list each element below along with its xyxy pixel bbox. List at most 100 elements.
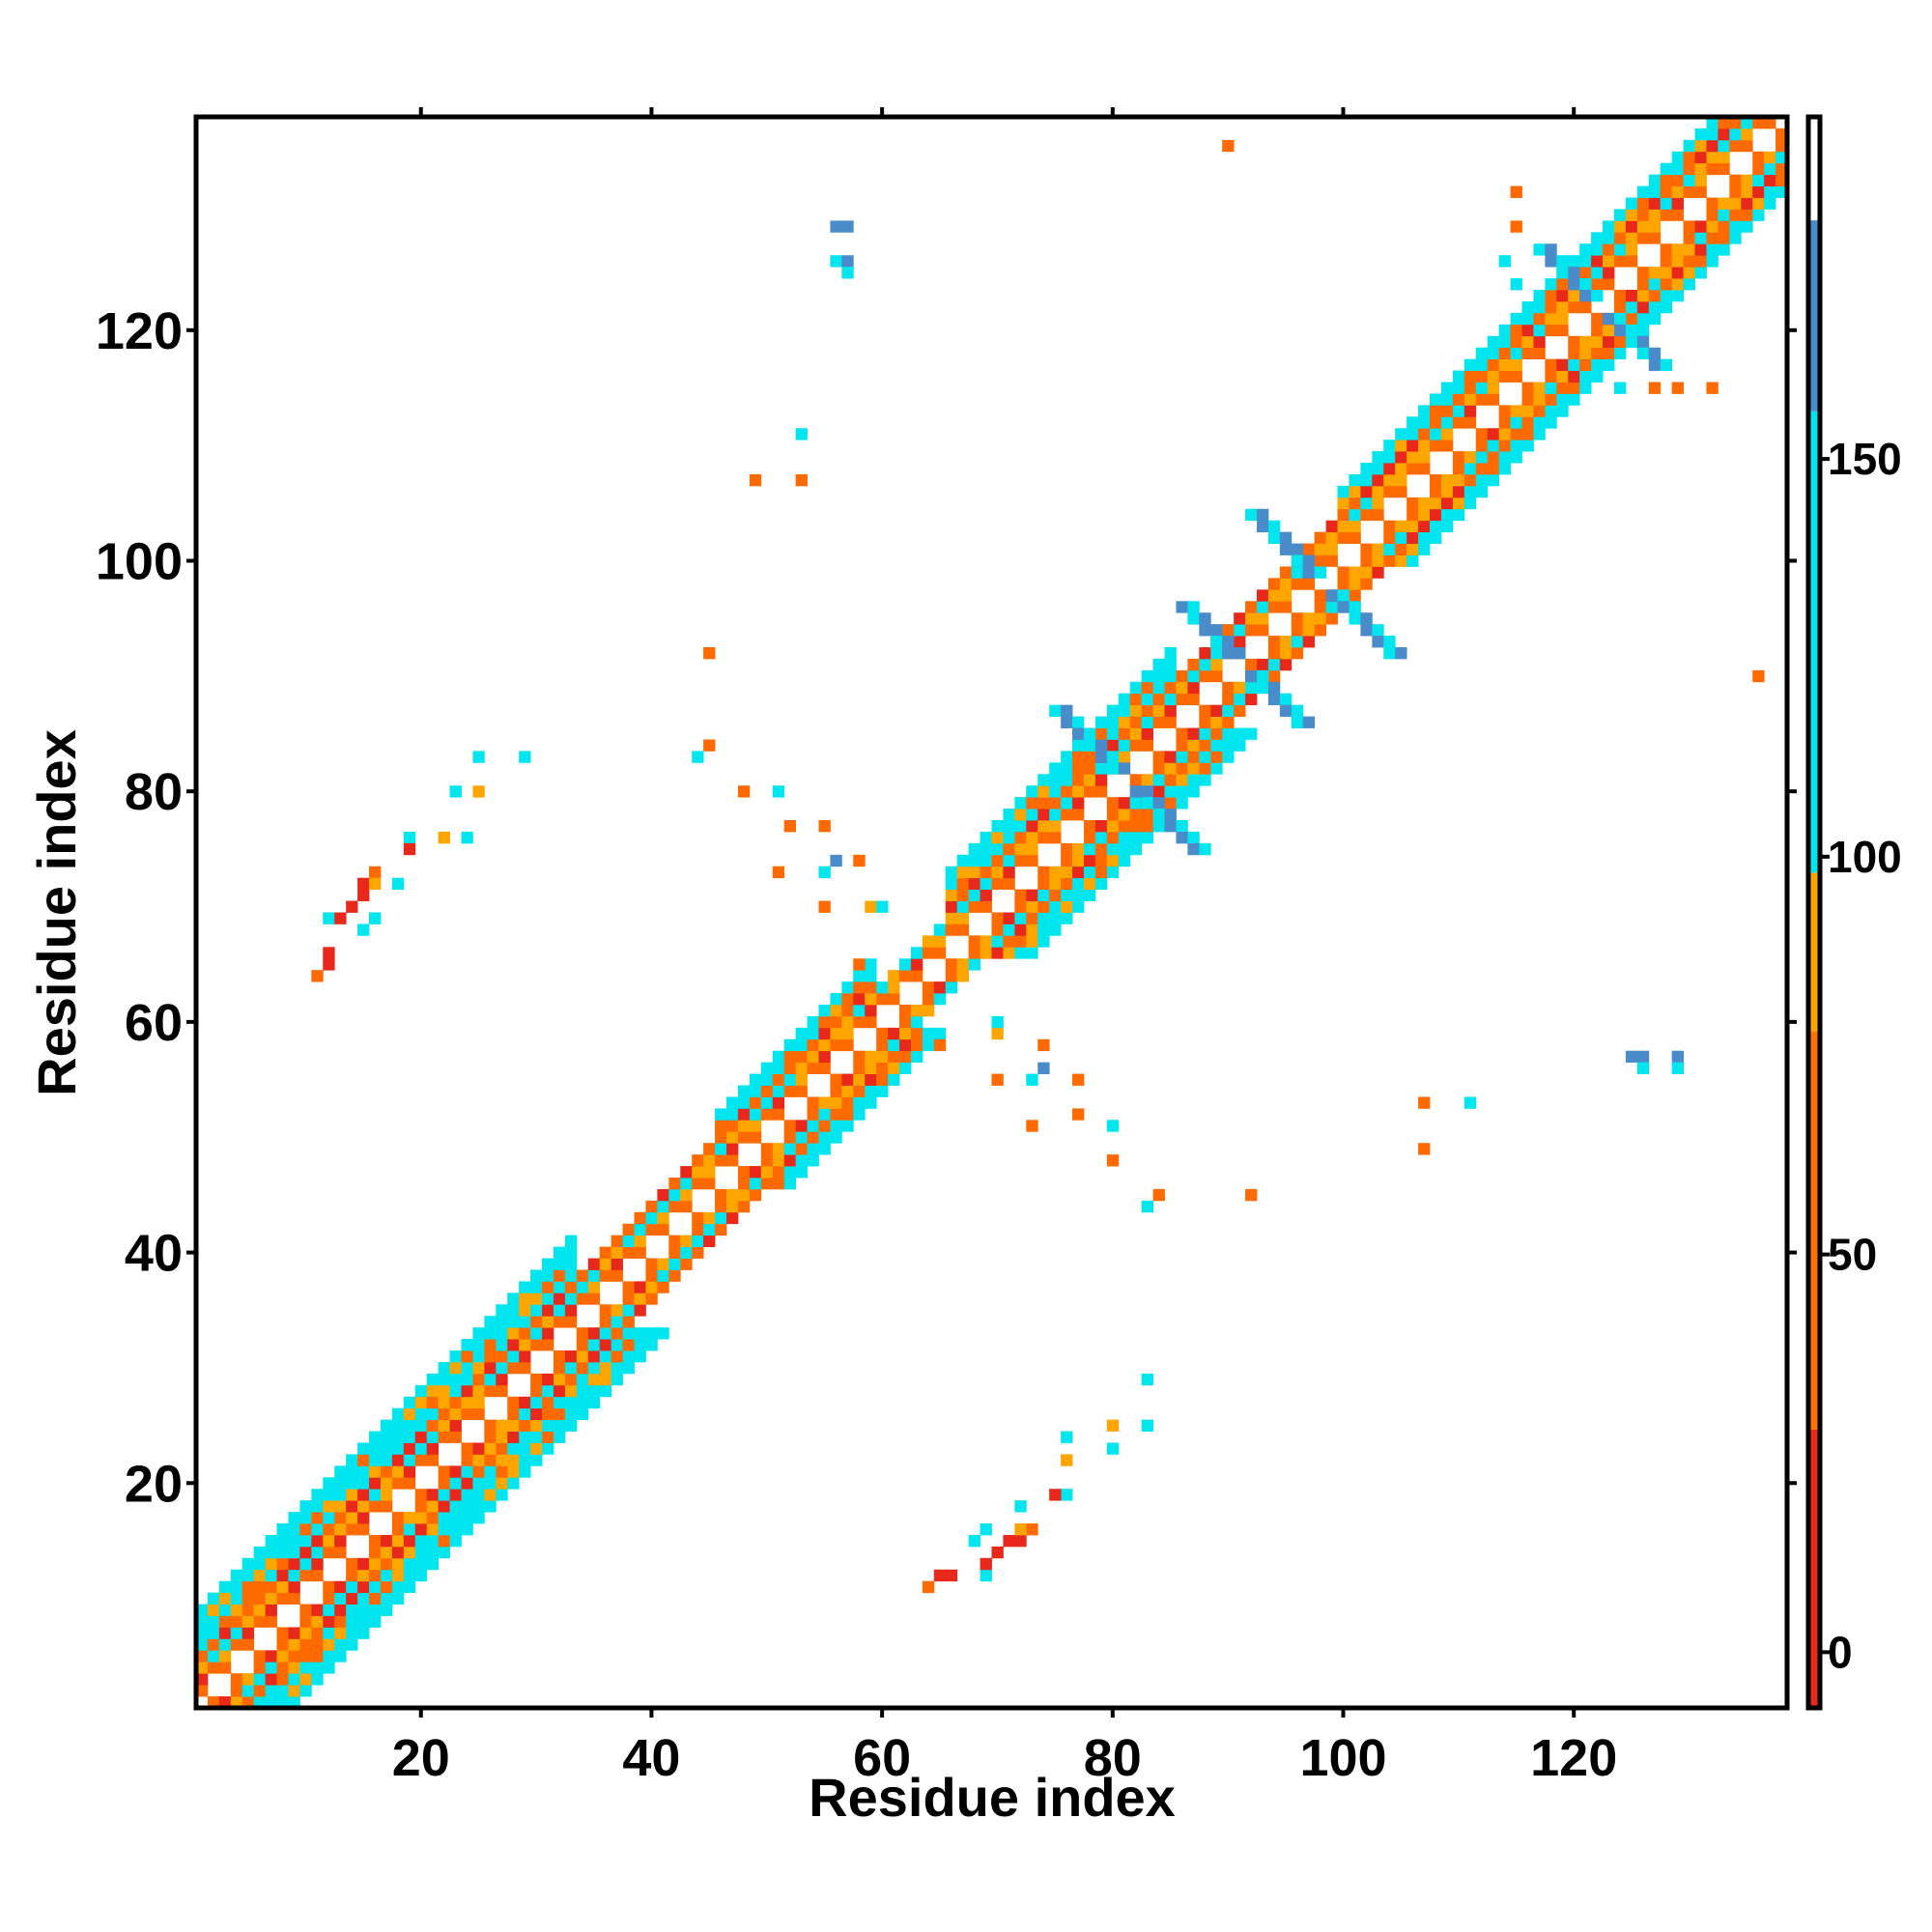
contact-cell — [622, 1223, 635, 1236]
contact-cell — [496, 1327, 508, 1340]
contact-cell — [715, 1200, 727, 1213]
contact-cell — [288, 1592, 300, 1605]
contact-cell — [334, 1580, 347, 1594]
contact-cell — [519, 1281, 531, 1293]
contact-cell — [1545, 405, 1557, 417]
contact-cell — [553, 1350, 566, 1363]
contact-cell — [1267, 520, 1281, 533]
contact-cell — [1094, 854, 1108, 867]
contact-cell — [922, 1027, 935, 1040]
contact-cell — [507, 1431, 520, 1443]
contact-cell — [1337, 520, 1350, 533]
contact-cell — [1325, 589, 1338, 602]
contact-cell — [1452, 463, 1465, 475]
contact-cell — [1498, 463, 1511, 475]
contact-cell — [1094, 751, 1108, 763]
contact-cell — [1430, 508, 1442, 522]
contact-cell — [1061, 842, 1073, 856]
contact-cell — [899, 970, 912, 982]
contact-cell — [1741, 209, 1753, 221]
contact-cell — [530, 1431, 543, 1443]
contact-cell — [576, 1327, 589, 1340]
contact-cell — [945, 981, 958, 994]
contact-cell — [1049, 877, 1062, 891]
contact-cell — [323, 1546, 335, 1559]
contact-cell — [772, 1073, 785, 1086]
contact-cell — [1706, 382, 1719, 394]
contact-cell — [288, 1580, 300, 1594]
contact-cell — [1383, 485, 1396, 498]
contact-cell — [299, 1604, 312, 1616]
contact-cell — [1660, 162, 1673, 176]
contact-cell — [1267, 636, 1281, 648]
contact-cell — [899, 1004, 912, 1017]
contact-cell — [414, 1546, 428, 1559]
contact-cell — [1395, 647, 1407, 660]
contact-cell — [1141, 820, 1153, 833]
contact-cell — [1037, 1062, 1050, 1074]
contact-cell — [507, 1407, 520, 1421]
contact-cell — [346, 1569, 358, 1582]
contact-cell — [1591, 335, 1604, 349]
contact-cell — [1636, 290, 1650, 302]
contact-cell — [1452, 416, 1465, 429]
contact-cell — [1094, 774, 1108, 786]
contact-cell — [1521, 335, 1534, 349]
contact-cell — [542, 1396, 554, 1409]
x-axis: 20 40 60 80 100 120 — [392, 107, 1617, 1787]
contact-cell — [276, 1546, 289, 1559]
contact-cell — [1129, 739, 1143, 752]
contact-cell — [1061, 751, 1073, 763]
contact-cell — [414, 1500, 428, 1513]
contact-cell — [1395, 451, 1407, 464]
contact-cell — [1176, 762, 1188, 775]
contact-cell — [1152, 1188, 1165, 1202]
contact-cell — [311, 1615, 324, 1628]
contact-cell — [1636, 312, 1650, 326]
contact-cell — [311, 1534, 324, 1548]
contact-cell — [737, 785, 751, 798]
contact-cell — [1164, 809, 1177, 821]
contact-cell — [818, 1062, 831, 1074]
contact-cell — [1302, 566, 1316, 579]
contact-cell — [1406, 554, 1419, 567]
contact-cell — [715, 1211, 727, 1225]
contact-cell — [1164, 681, 1177, 695]
contact-cell — [1498, 358, 1511, 371]
contact-cell — [749, 473, 762, 487]
contact-cell — [311, 1512, 324, 1524]
contact-cell — [391, 1546, 405, 1559]
contact-cell — [1279, 543, 1293, 555]
contact-cell — [1325, 554, 1338, 567]
contact-cell — [1118, 831, 1131, 844]
contact-cell — [461, 1454, 473, 1466]
contact-cell — [1279, 589, 1293, 602]
contact-cell — [1395, 531, 1407, 544]
contact-cell — [299, 1673, 312, 1686]
contact-cell — [426, 1454, 440, 1466]
contact-cell — [1452, 473, 1465, 487]
contact-cell — [1118, 842, 1131, 856]
contact-cell — [1545, 278, 1557, 291]
y-tick-label: 80 — [125, 763, 183, 821]
contact-cell — [472, 1350, 485, 1363]
contact-cell — [1083, 889, 1096, 901]
contact-cell — [1094, 820, 1108, 833]
contact-cell — [1475, 347, 1489, 360]
contact-cell — [564, 1384, 578, 1398]
contact-cell — [1129, 842, 1143, 856]
plot-frame — [193, 114, 1790, 1711]
contact-cell — [1568, 393, 1580, 406]
contact-cell — [576, 1281, 589, 1293]
contact-cell — [461, 1477, 473, 1490]
contact-cell — [1683, 232, 1695, 244]
contact-cell — [276, 1592, 289, 1605]
contact-cell — [218, 1696, 232, 1709]
contact-cell — [1187, 693, 1200, 706]
contact-cell — [1325, 543, 1338, 555]
contact-cell — [1072, 739, 1085, 752]
contact-cell — [1291, 647, 1304, 660]
contact-cell — [472, 1327, 485, 1340]
contact-cell — [323, 1662, 335, 1674]
